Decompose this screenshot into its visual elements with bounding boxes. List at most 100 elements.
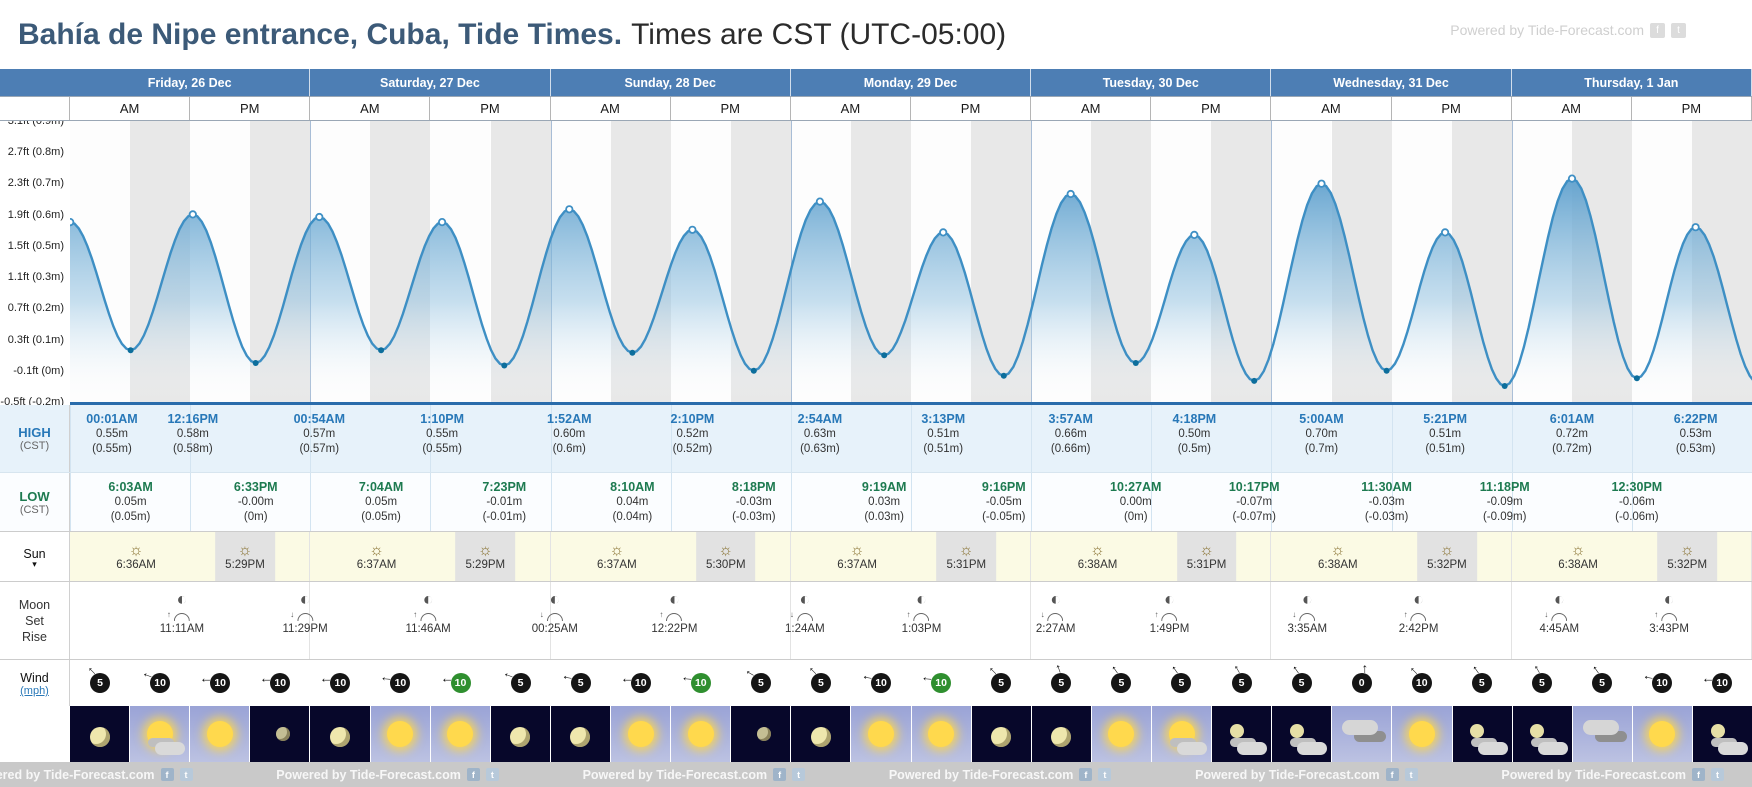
- y-axis-tick-label: -0.1ft (0m): [13, 364, 64, 377]
- high-tide-height-alt: (0.52m): [672, 443, 713, 456]
- twitter-icon[interactable]: t: [485, 768, 499, 781]
- wind-indicator: → 5: [1584, 662, 1617, 698]
- sun-row-label[interactable]: Sun ▾: [0, 532, 70, 581]
- y-axis-tick-label: 0.3ft (0.1m): [7, 333, 64, 346]
- wind-indicator: → 5: [1046, 661, 1076, 698]
- twitter-icon[interactable]: t: [1098, 768, 1112, 781]
- sunrise-icon: ☼: [128, 542, 144, 559]
- sunrise-entry: ☼ 6:38AM: [1078, 532, 1118, 581]
- low-tide-row: 6:03AM 0.05m (0.05m) 6:33PM -0.00m (0m) 7:04AM…: [0, 472, 1752, 531]
- wind-speed-badge: 5: [750, 673, 771, 693]
- high-tide-entry: 2:10PM 0.52m (0.52m): [671, 411, 715, 457]
- column-separator: [310, 405, 312, 472]
- halfday-header-pm-day7: PM: [1632, 97, 1752, 120]
- column-separator: [790, 473, 792, 531]
- high-tide-height-alt: (0.53m): [1675, 443, 1716, 456]
- facebook-icon[interactable]: f: [466, 768, 480, 781]
- wind-indicator: → 5: [1225, 661, 1257, 698]
- sunrise-icon: ☼: [1330, 542, 1346, 559]
- low-tide-marker: [881, 352, 888, 359]
- moon-time: 11:29PM: [282, 623, 328, 635]
- sunrise-entry: ☼ 6:38AM: [1318, 532, 1358, 581]
- sunrise-icon: ☼: [849, 542, 865, 559]
- high-tide-height-alt: (0.72m): [1552, 443, 1592, 456]
- sunset-entry: ☼ 5:31PM: [936, 532, 997, 581]
- high-tide-marker: [815, 197, 825, 206]
- ampm-header-row: AM PM AM PM AM PM AM PM AM PM AM PM AM PM: [0, 96, 1752, 121]
- wind-cell-7: → 10: [430, 668, 490, 698]
- facebook-icon[interactable]: f: [1650, 22, 1665, 38]
- wind-indicator: → 0: [1347, 663, 1377, 698]
- moon-rise-entry: ◐ 3:43PM: [1649, 589, 1689, 635]
- weather-moon-dim-icon: [250, 706, 310, 762]
- high-tide-height-m: 0.66m: [1054, 428, 1087, 441]
- high-tide-height-m: 0.51m: [927, 428, 960, 441]
- sunrise-entry: ☼ 6:36AM: [116, 532, 156, 581]
- high-tide-marker: [1567, 174, 1577, 183]
- powered-by-link[interactable]: Powered by Tide-Forecast.com f t: [1450, 22, 1686, 38]
- wind-cell-22: → 0: [1332, 663, 1392, 698]
- sun-row: ☼ 6:36AM ☼ 5:29PM ☼ 6:37AM ☼ 5:29PM ☼ 6:37AM ☼ 5:30…: [0, 531, 1752, 581]
- powered-by-footer-text: Powered by Tide-Forecast.com: [0, 767, 155, 782]
- weather-sun-cloud-icon: [1151, 706, 1212, 762]
- column-separator: [1631, 405, 1633, 472]
- facebook-icon[interactable]: f: [1385, 768, 1399, 781]
- twitter-icon[interactable]: t: [1710, 768, 1724, 781]
- twitter-icon[interactable]: t: [179, 768, 193, 781]
- high-tide-height-alt: (0.51m): [923, 443, 964, 456]
- facebook-icon[interactable]: f: [160, 768, 174, 781]
- high-tide-height-m: 0.51m: [1429, 428, 1462, 441]
- wind-indicator: → 10: [1402, 663, 1437, 698]
- high-tide-time: 3:57AM: [1048, 412, 1093, 426]
- wind-speed-badge: 10: [871, 673, 892, 693]
- low-tide-time: 10:27AM: [1110, 480, 1162, 494]
- wind-cell-27: → 10: [1632, 668, 1692, 698]
- weather-sun-icon: [190, 706, 250, 762]
- high-tide-time: 2:10PM: [670, 412, 715, 426]
- twitter-icon[interactable]: t: [1404, 768, 1418, 781]
- powered-by-footer-text: Powered by Tide-Forecast.com: [276, 767, 461, 782]
- high-tide-height-m: 0.72m: [1556, 428, 1588, 441]
- weather-sun-icon: [610, 706, 671, 762]
- low-tide-events: 6:03AM 0.05m (0.05m) 6:33PM -0.00m (0m) 7:04AM…: [0, 473, 1752, 531]
- wind-indicator: → 10: [920, 668, 956, 698]
- low-tide-marker: [629, 349, 636, 356]
- twitter-icon[interactable]: t: [1671, 22, 1686, 38]
- wind-unit-link[interactable]: (mph): [20, 685, 49, 697]
- wind-speed-badge: 10: [690, 673, 711, 693]
- wind-indicator: → 10: [260, 668, 295, 698]
- halfday-header-am-day3: AM: [551, 97, 671, 120]
- facebook-icon[interactable]: f: [1079, 768, 1093, 781]
- powered-by-footer-link[interactable]: Powered by Tide-Forecast.com ft: [0, 768, 193, 782]
- weather-moon-cloud-icon: [1692, 706, 1752, 762]
- low-tide-marker: [1501, 383, 1508, 389]
- low-tide-height-m: -0.05m: [985, 496, 1022, 509]
- facebook-icon[interactable]: f: [1691, 768, 1705, 781]
- day-separator: [789, 582, 791, 659]
- wind-indicator: → 10: [860, 668, 896, 698]
- tide-chart-row: 3.1ft (0.9m) 2.7ft (0.8m) 2.3ft (0.7m) 1.9f…: [0, 121, 1752, 405]
- sun-events: ☼ 6:36AM ☼ 5:29PM ☼ 6:37AM ☼ 5:29PM ☼ 6:37AM ☼ 5:30…: [0, 532, 1752, 581]
- column-separator: [790, 405, 792, 472]
- day-separator: [789, 532, 791, 581]
- high-tide-height-m: 0.55m: [426, 428, 459, 441]
- facebook-icon[interactable]: f: [773, 768, 787, 781]
- weather-moon-icon: [490, 706, 550, 762]
- high-tide-entry: 12:16PM 0.58m (0.58m): [167, 411, 218, 457]
- day-boundary-line: [790, 121, 792, 402]
- column-separator: [190, 405, 192, 472]
- moon-rise-arc-icon: [167, 610, 190, 621]
- wind-indicator: → 10: [138, 668, 175, 698]
- y-axis-tick-label: 2.7ft (0.8m): [7, 146, 64, 159]
- weather-cloud-icon: [1572, 706, 1632, 762]
- moon-rise-entry: ◐ 12:22PM: [651, 589, 697, 635]
- sunset-entry: ☼ 5:31PM: [1176, 532, 1237, 581]
- twitter-icon[interactable]: t: [792, 768, 806, 781]
- high-tide-marker: [1691, 223, 1700, 232]
